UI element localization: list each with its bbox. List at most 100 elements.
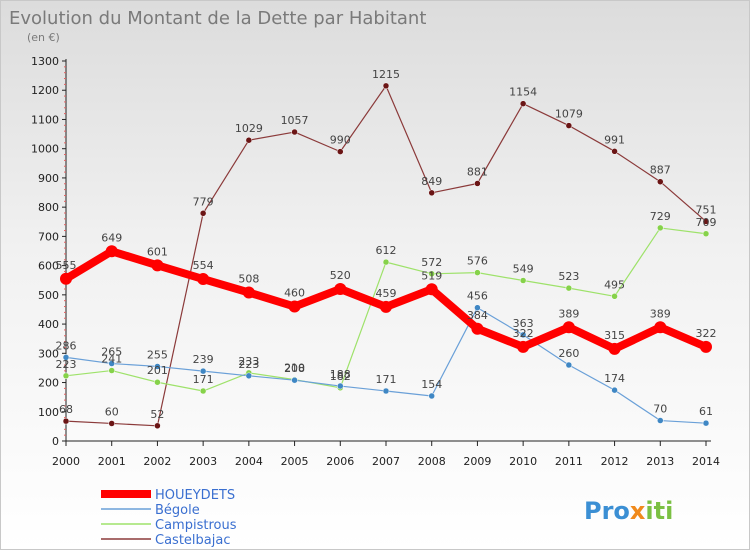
x-tick-label: 2010 bbox=[509, 455, 537, 468]
data-point-castelbajac bbox=[611, 148, 618, 155]
data-label-castelbajac: 52 bbox=[150, 408, 164, 421]
x-tick-label: 2003 bbox=[189, 455, 217, 468]
data-label-campistrous: 171 bbox=[193, 373, 214, 386]
x-tick-label: 2011 bbox=[555, 455, 583, 468]
data-label-begole: 239 bbox=[193, 353, 214, 366]
data-point-begole bbox=[382, 387, 390, 395]
data-point-campistrous bbox=[519, 277, 527, 284]
y-tick-label: 300 bbox=[38, 347, 59, 360]
data-label-castelbajac: 60 bbox=[105, 405, 119, 418]
data-label-begole: 265 bbox=[101, 346, 122, 359]
data-label-campistrous: 241 bbox=[101, 353, 122, 366]
x-tick-label: 2013 bbox=[646, 455, 674, 468]
data-label-houeydets: 389 bbox=[558, 307, 579, 320]
data-point-houeydets bbox=[517, 340, 530, 353]
data-label-castelbajac: 68 bbox=[59, 403, 73, 416]
data-label-begole: 70 bbox=[653, 403, 667, 416]
data-label-castelbajac: 751 bbox=[696, 203, 717, 216]
data-point-campistrous bbox=[702, 230, 710, 238]
y-tick-label: 800 bbox=[38, 201, 59, 214]
x-tick-label: 2001 bbox=[98, 455, 126, 468]
data-point-castelbajac bbox=[382, 82, 390, 90]
y-tick-label: 1000 bbox=[31, 143, 59, 156]
data-label-begole: 174 bbox=[604, 372, 625, 385]
data-label-campistrous: 523 bbox=[558, 270, 579, 283]
x-tick-label: 2014 bbox=[692, 455, 720, 468]
data-point-houeydets bbox=[425, 283, 438, 296]
data-label-begole: 260 bbox=[558, 347, 579, 360]
data-label-houeydets: 554 bbox=[193, 259, 214, 272]
data-point-begole bbox=[611, 386, 618, 394]
data-point-campistrous bbox=[199, 387, 207, 395]
data-label-begole: 456 bbox=[467, 290, 488, 303]
data-point-castelbajac bbox=[657, 178, 664, 185]
data-point-houeydets bbox=[608, 342, 621, 355]
data-point-houeydets bbox=[700, 340, 712, 353]
x-tick-label: 2009 bbox=[463, 455, 491, 468]
axes: 0 100 200 300 400 500 600 700 800 900 1000 1100 1200… bbox=[31, 55, 720, 468]
data-label-castelbajac: 1079 bbox=[555, 108, 583, 121]
data-label-houeydets: 519 bbox=[421, 269, 442, 282]
y-tick-label: 1300 bbox=[31, 55, 59, 68]
data-label-campistrous: 729 bbox=[650, 210, 671, 223]
data-point-castelbajac bbox=[337, 148, 344, 155]
data-point-begole bbox=[199, 367, 207, 375]
data-point-castelbajac bbox=[519, 100, 527, 107]
data-label-begole: 363 bbox=[513, 317, 534, 330]
data-point-campistrous bbox=[565, 284, 573, 292]
data-point-begole bbox=[519, 331, 527, 339]
data-point-campistrous bbox=[611, 293, 618, 300]
data-label-castelbajac: 991 bbox=[604, 133, 625, 146]
data-label-houeydets: 389 bbox=[650, 307, 671, 320]
data-label-castelbajac: 1057 bbox=[281, 114, 309, 127]
data-point-campistrous bbox=[154, 378, 161, 386]
x-tick-label: 2006 bbox=[326, 455, 354, 468]
data-point-begole bbox=[702, 419, 710, 427]
proxiti-logo: Proxiti bbox=[584, 497, 673, 525]
x-tick-label: 2004 bbox=[235, 455, 263, 468]
logo-text: Proxiti bbox=[584, 497, 673, 525]
data-label-castelbajac: 1215 bbox=[372, 68, 400, 81]
data-label-campistrous: 495 bbox=[604, 278, 625, 291]
data-label-begole: 208 bbox=[284, 362, 305, 375]
data-label-campistrous: 210 bbox=[284, 362, 305, 375]
x-tick-label: 2008 bbox=[418, 455, 446, 468]
x-tick-label: 2005 bbox=[281, 455, 309, 468]
legend-label: Castelbajac bbox=[155, 533, 230, 548]
data-point-houeydets bbox=[197, 273, 210, 286]
data-point-begole bbox=[428, 392, 435, 400]
data-point-castelbajac bbox=[245, 136, 253, 144]
data-point-begole bbox=[108, 360, 115, 367]
data-point-castelbajac bbox=[154, 422, 161, 430]
data-point-begole bbox=[154, 363, 161, 370]
data-point-castelbajac bbox=[199, 210, 207, 217]
data-point-begole bbox=[565, 361, 573, 369]
y-tick-label: 600 bbox=[38, 260, 59, 273]
data-label-campistrous: 572 bbox=[421, 256, 442, 269]
data-label-castelbajac: 849 bbox=[421, 175, 442, 188]
data-label-begole: 171 bbox=[376, 373, 397, 386]
y-tick-label: 100 bbox=[38, 406, 59, 419]
data-point-castelbajac bbox=[108, 420, 115, 427]
data-point-begole bbox=[291, 376, 298, 384]
chart-title: Evolution du Montant de la Dette par Hab… bbox=[9, 8, 426, 29]
data-point-begole bbox=[62, 354, 70, 361]
data-label-begole: 286 bbox=[56, 339, 77, 352]
data-label-begole: 188 bbox=[330, 368, 351, 381]
x-tick-label: 2012 bbox=[601, 455, 629, 468]
y-tick-label: 500 bbox=[38, 289, 59, 302]
data-point-houeydets bbox=[334, 283, 347, 295]
data-label-campistrous: 709 bbox=[696, 216, 717, 229]
data-label-houeydets: 520 bbox=[330, 269, 351, 282]
data-point-houeydets bbox=[151, 259, 164, 272]
data-label-houeydets: 508 bbox=[238, 273, 259, 286]
data-point-campistrous bbox=[108, 367, 115, 374]
data-point-campistrous bbox=[62, 372, 70, 380]
data-point-begole bbox=[245, 372, 253, 380]
data-label-castelbajac: 1029 bbox=[235, 122, 263, 135]
x-tick-label: 2007 bbox=[372, 455, 400, 468]
y-tick-label: 1200 bbox=[31, 84, 59, 97]
